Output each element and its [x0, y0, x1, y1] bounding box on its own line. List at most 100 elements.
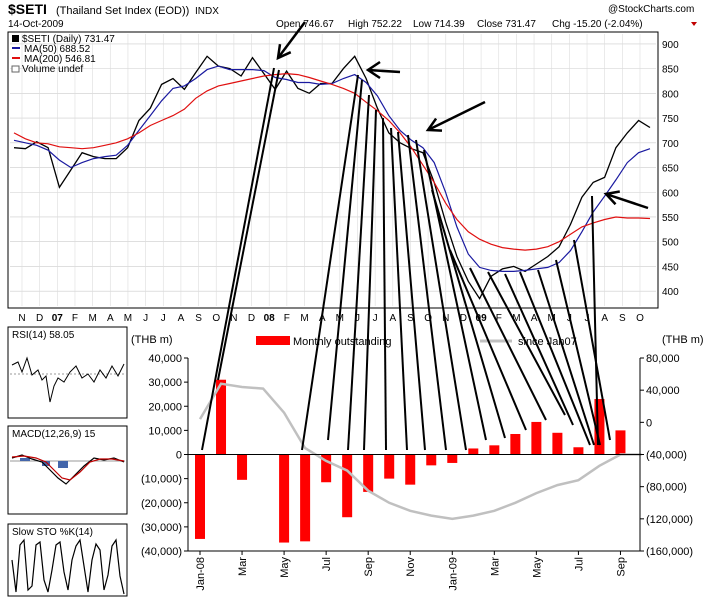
price-xtick-label: A: [601, 313, 608, 324]
price-xtick-label: M: [300, 313, 308, 324]
legend-bar-label: Monthly outstanding: [293, 336, 391, 348]
annotation-link-line: [449, 249, 527, 431]
monthly-bar: [237, 454, 248, 480]
macd-signal-line: [11, 455, 125, 481]
watermark: @StockCharts.com: [608, 4, 694, 15]
price-panel: [7, 31, 659, 309]
bar-left-tick-label: 20,000: [148, 401, 182, 413]
price-ytick-label: 550: [662, 213, 679, 224]
monthly-bar: [426, 454, 437, 466]
bar-right-tick-label: (160,000): [646, 546, 693, 558]
date-label: 14-Oct-2009: [8, 19, 64, 30]
monthly-bar: [384, 454, 395, 479]
bar-right-tick-label: (40,000): [646, 450, 687, 462]
monthly-bar: [321, 454, 332, 483]
price-ytick-label: 400: [662, 287, 679, 298]
annotation-arrow-line: [367, 68, 401, 74]
annotation-link-line: [301, 74, 359, 451]
price-ytick-label: 900: [662, 40, 679, 51]
price-xtick-label: A: [531, 313, 538, 324]
annotation-link-line: [363, 109, 377, 451]
annotation-link-line: [519, 271, 591, 446]
ma200-line: [13, 72, 651, 251]
monthly-bar: [300, 454, 311, 542]
annotation-link-line: [555, 259, 601, 446]
bar-x-tick-label: Sep: [615, 557, 627, 577]
bar-left-tick-label: (30,000): [141, 522, 182, 534]
price-xtick-label: 09: [476, 313, 488, 324]
price-xtick-label: D: [248, 313, 255, 324]
macd-line: [11, 454, 125, 485]
price-xtick-label: A: [107, 313, 114, 324]
monthly-bar: [573, 447, 584, 455]
price-xtick-label: D: [36, 313, 43, 324]
price-xtick-label: N: [230, 313, 237, 324]
monthly-bar: [405, 454, 416, 485]
down-arrow-icon: [691, 22, 697, 26]
annotation-link-line: [537, 269, 595, 446]
sto-label: Slow STO %K(14): [12, 527, 93, 538]
bar-left-tick-label: 0: [176, 450, 182, 462]
annotation-link-line: [397, 131, 426, 451]
macd-histogram: [20, 458, 68, 468]
since-jan07-line: [198, 382, 642, 521]
annotation-link-line: [407, 134, 447, 451]
bar-x-tick-label: Nov: [405, 557, 417, 577]
price-ytick-label: 850: [662, 65, 679, 76]
bar-left-tick-label: (10,000): [141, 474, 182, 486]
bar-left-tick-label: (40,000): [141, 546, 182, 558]
monthly-bar: [615, 430, 626, 455]
monthly-bar: [279, 454, 290, 543]
price-xtick-label: J: [143, 313, 148, 324]
bar-x-tick-label: Jul: [321, 557, 333, 571]
sto-line: [11, 538, 125, 595]
legend-ma50: MA(50) 688.52: [24, 44, 91, 55]
annotation-link-line: [504, 273, 574, 426]
monthly-bar: [195, 454, 205, 539]
bar-right-tick-label: 0: [646, 417, 652, 429]
price-xtick-label: M: [512, 313, 520, 324]
bar-right-unit: (THB m): [662, 334, 704, 346]
annotation-arrow-head: [603, 190, 620, 206]
annotation-arrow-line: [605, 192, 649, 210]
rsi-line: [11, 356, 125, 403]
annotation-link-line: [487, 271, 566, 416]
annotation-link-line: [573, 239, 611, 441]
bar-x-tick-label: May: [279, 557, 291, 578]
monthly-bar: [552, 432, 563, 455]
price-xtick-label: F: [72, 313, 78, 324]
price-xtick-label: 08: [264, 313, 276, 324]
monthly-bar: [447, 454, 458, 463]
rsi-label: RSI(14) 58.05: [12, 330, 75, 341]
symbol-title: $SETI: [8, 1, 47, 17]
annotation-arrow-line: [277, 21, 306, 59]
monthly-bar: [363, 454, 374, 492]
price-xtick-label: J: [373, 313, 378, 324]
low-value: Low 714.39: [413, 19, 465, 30]
macd-label: MACD(12,26,9) 15: [12, 429, 96, 440]
annotation-lines: [201, 21, 649, 451]
monthly-bar: [468, 448, 479, 455]
price-xtick-label: M: [548, 313, 556, 324]
annotation-link-line: [382, 117, 387, 451]
chg-value: Chg -15.20 (-2.04%): [552, 19, 643, 30]
price-xtick-label: J: [161, 313, 166, 324]
price-xtick-label: N: [18, 313, 25, 324]
bar-x-tick-label: Jul: [573, 557, 585, 571]
price-xtick-label: S: [619, 313, 626, 324]
bar-x-tick-label: Mar: [489, 557, 501, 576]
monthly-bar: [489, 445, 500, 455]
rsi-panel: [7, 326, 128, 419]
exchange-label: INDX: [195, 6, 219, 17]
annotation-link-line: [327, 79, 363, 441]
bar-right-tick-label: 40,000: [646, 385, 680, 397]
bar-right-tick-label: 80,000: [646, 353, 680, 365]
annotation-arrow-head: [365, 60, 381, 80]
price-ytick-label: 500: [662, 238, 679, 249]
annotation-link-line: [201, 67, 275, 451]
bar-left-tick-label: 10,000: [148, 425, 182, 437]
price-ytick-label: 800: [662, 89, 679, 100]
price-xtick-label: S: [195, 313, 202, 324]
bar-left-tick-label: (20,000): [141, 498, 182, 510]
